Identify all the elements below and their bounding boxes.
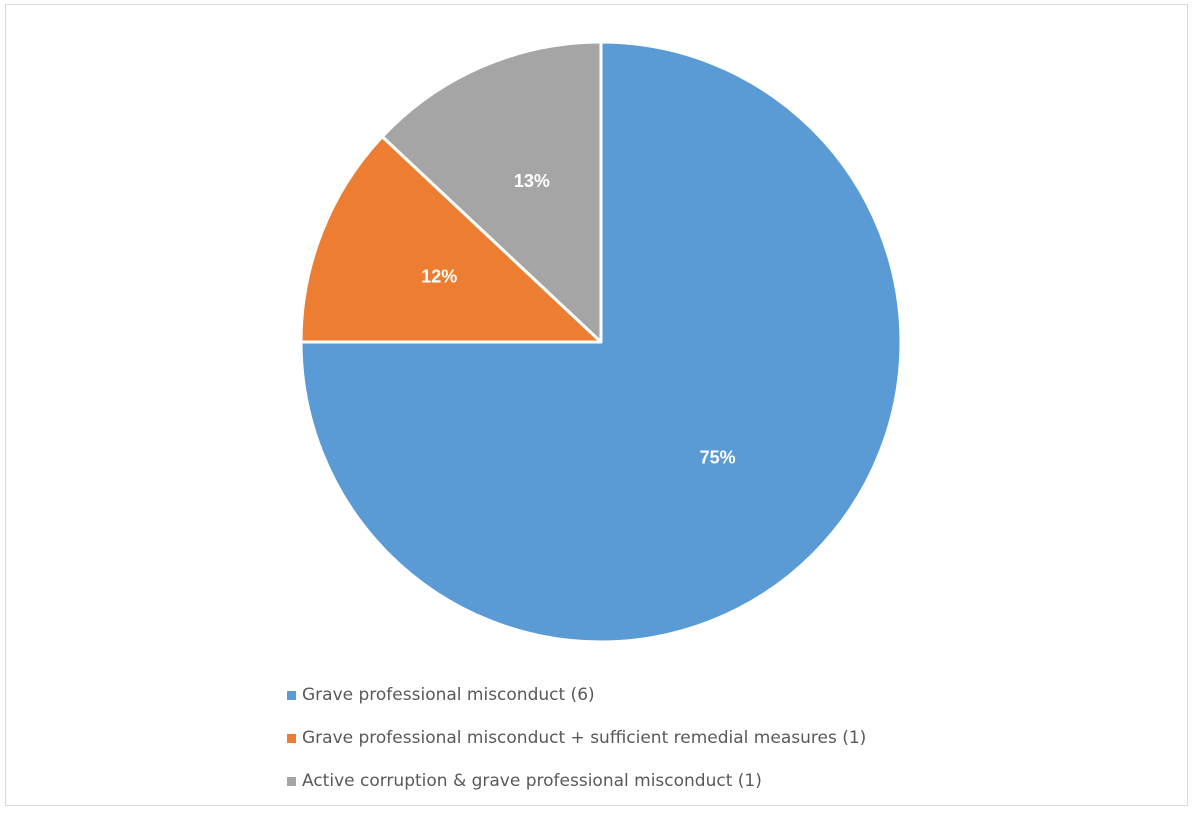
chart-area: 75% 12% 13% Grave professional misconduct … — [5, 4, 1188, 806]
legend-swatch — [287, 776, 296, 786]
legend-item: Grave professional misconduct (6) — [287, 685, 866, 705]
pie-data-label: 12% — [421, 267, 457, 287]
legend-label: Grave professional misconduct (6) — [302, 685, 595, 705]
pie-slices — [299, 40, 903, 644]
pie-chart: 75% 12% 13% — [299, 40, 903, 644]
pie-slice — [380, 40, 603, 344]
legend-swatch — [287, 733, 296, 743]
pie-slice — [299, 40, 903, 644]
legend-label: Active corruption & grave professional m… — [302, 771, 762, 791]
pie-slice — [299, 135, 603, 344]
pie-data-labels: 75% 12% 13% — [421, 171, 735, 467]
legend-label: Grave professional misconduct + sufficie… — [302, 728, 867, 748]
legend-item: Grave professional misconduct + sufficie… — [287, 728, 866, 748]
legend-item: Active corruption & grave professional m… — [287, 771, 866, 791]
legend: Grave professional misconduct (6) Grave … — [287, 685, 866, 814]
pie-data-label: 13% — [514, 171, 550, 191]
pie-data-label: 75% — [700, 447, 736, 467]
legend-swatch — [287, 690, 296, 700]
